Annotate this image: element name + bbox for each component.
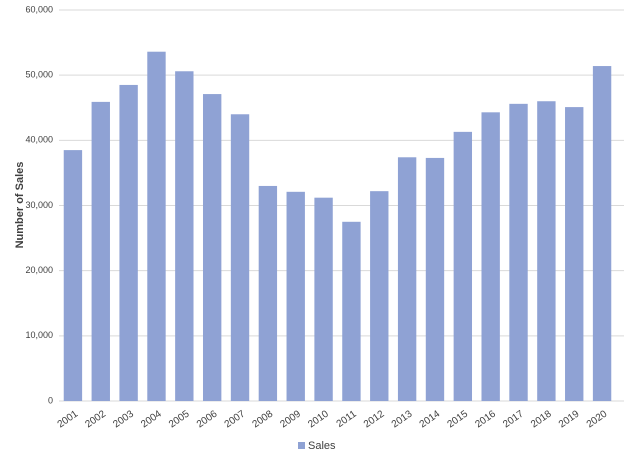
bar: [230, 114, 250, 402]
x-tick-label: 2012: [362, 408, 387, 430]
x-tick-label: 2016: [473, 408, 498, 430]
x-tick-label: 2003: [111, 408, 136, 430]
bar: [537, 101, 556, 401]
legend-swatch: [298, 442, 305, 449]
x-tick-label: 2002: [83, 408, 108, 430]
x-tick-label: 2007: [223, 408, 248, 430]
x-tick-label: 2014: [418, 408, 443, 430]
bar: [63, 150, 83, 401]
y-tick-label: 40,000: [25, 135, 53, 145]
y-axis-title: Number of Sales: [14, 162, 26, 249]
y-tick-label: 20,000: [25, 265, 53, 275]
y-tick-label: 30,000: [25, 200, 53, 210]
x-tick-label: 2020: [585, 408, 610, 430]
x-tick-label: 2010: [306, 408, 331, 430]
bar: [147, 51, 166, 401]
x-tick-label: 2013: [390, 408, 415, 430]
bar: [453, 131, 473, 401]
x-tick-label: 2015: [446, 408, 471, 430]
x-tick-label: 2004: [139, 408, 164, 430]
bar: [175, 71, 194, 402]
x-tick-label: 2017: [501, 408, 526, 430]
bar: [481, 112, 500, 401]
y-tick-label: 50,000: [25, 70, 53, 80]
bar: [370, 191, 389, 401]
bar: [425, 157, 445, 401]
bar: [592, 66, 612, 401]
bar: [565, 107, 584, 402]
legend-label: Sales: [308, 440, 336, 452]
x-tick-label: 2011: [335, 408, 359, 430]
bar: [91, 101, 110, 401]
x-tick-label: 2019: [557, 408, 582, 430]
bar: [342, 221, 361, 401]
y-tick-label: 60,000: [25, 4, 53, 14]
bar: [397, 157, 417, 401]
bar: [509, 103, 528, 401]
x-tick-label: 2005: [167, 408, 192, 430]
y-tick-label: 10,000: [25, 330, 53, 340]
x-tick-label: 2009: [278, 408, 303, 430]
x-tick-label: 2008: [251, 408, 276, 430]
x-tick-label: 2006: [195, 408, 220, 430]
bar: [202, 94, 222, 401]
bar: [119, 84, 138, 402]
bar: [314, 197, 333, 401]
y-tick-label: 0: [48, 395, 53, 405]
bar: [258, 185, 278, 401]
bar: [286, 191, 305, 401]
x-tick-label: 2018: [529, 408, 554, 430]
x-tick-label: 2001: [56, 408, 81, 430]
